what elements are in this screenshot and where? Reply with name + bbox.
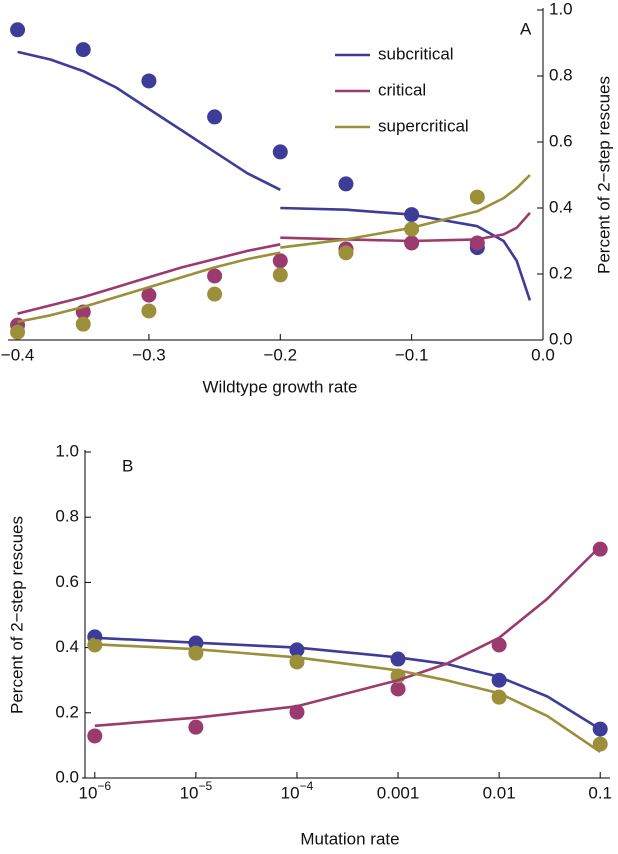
x-tick-label: 10−6: [78, 779, 111, 802]
data-point: [207, 109, 223, 125]
data-point: [272, 267, 288, 283]
data-point: [592, 721, 608, 737]
x-tick-label: −0.4: [1, 345, 35, 364]
y-tick-label: 0.6: [55, 572, 79, 591]
x-tick-label: −0.3: [132, 345, 166, 364]
data-point: [141, 303, 157, 319]
x-tick-exponent: −4: [300, 779, 314, 793]
x-axis-label: Wildtype growth rate: [203, 377, 358, 396]
x-tick-exponent: −5: [198, 779, 212, 793]
y-tick-label: 0.6: [549, 131, 573, 150]
y-tick-label: 0.0: [55, 767, 79, 786]
data-point: [207, 268, 223, 284]
data-point: [75, 316, 91, 332]
data-point: [491, 637, 507, 653]
fit-line: [280, 206, 532, 301]
data-point: [338, 176, 354, 192]
data-point: [141, 73, 157, 89]
legend-label: subcritical: [378, 44, 454, 63]
y-tick-label: 0.2: [55, 702, 79, 721]
y-tick-label: 1.0: [549, 0, 573, 18]
fit-line: [17, 251, 281, 324]
x-tick-label: 10−5: [180, 779, 213, 802]
y-tick-label: 0.8: [55, 507, 79, 526]
fit-line: [17, 50, 281, 191]
data-point: [338, 245, 354, 261]
data-point: [272, 253, 288, 269]
y-tick-label: 1.0: [55, 441, 79, 460]
data-point: [390, 681, 406, 697]
fit-line: [280, 174, 531, 249]
data-point: [207, 286, 223, 302]
panel-label: B: [122, 456, 133, 475]
y-tick-label: 0.2: [549, 263, 573, 282]
fit-line: [17, 243, 281, 315]
data-point: [188, 719, 204, 735]
y-tick-label: 0.0: [549, 329, 573, 348]
x-tick-label: 10−4: [281, 779, 314, 802]
fit-line: [94, 545, 602, 728]
data-point: [10, 324, 26, 340]
y-axis-label: Percent of 2−step rescues: [594, 76, 613, 274]
data-point: [272, 144, 288, 160]
data-point: [87, 728, 103, 744]
x-tick-label: 0.1: [588, 783, 612, 802]
x-tick-label: 0.0: [531, 345, 555, 364]
y-axis-label: Percent of 2−step rescues: [7, 516, 26, 714]
x-tick-label: 0.01: [483, 783, 516, 802]
data-point: [404, 235, 420, 251]
panel-label: A: [520, 19, 532, 38]
legend-label: critical: [378, 80, 426, 99]
data-point: [469, 189, 485, 205]
data-point: [289, 704, 305, 720]
x-axis-label: Mutation rate: [300, 829, 399, 848]
y-tick-label: 0.4: [55, 637, 79, 656]
x-tick-label: −0.2: [264, 345, 298, 364]
data-point: [75, 42, 91, 58]
data-point: [141, 287, 157, 303]
data-point: [390, 651, 406, 667]
y-tick-label: 0.8: [549, 65, 573, 84]
fit-line: [94, 636, 601, 731]
data-point: [10, 22, 26, 38]
x-tick-label: 0.001: [377, 783, 420, 802]
y-tick-label: 0.4: [549, 197, 573, 216]
x-tick-exponent: −6: [97, 779, 111, 793]
data-point: [592, 541, 608, 557]
x-tick-label: −0.1: [395, 345, 429, 364]
data-point: [404, 221, 420, 237]
legend-label: supercritical: [378, 116, 469, 135]
fit-line: [94, 643, 601, 753]
